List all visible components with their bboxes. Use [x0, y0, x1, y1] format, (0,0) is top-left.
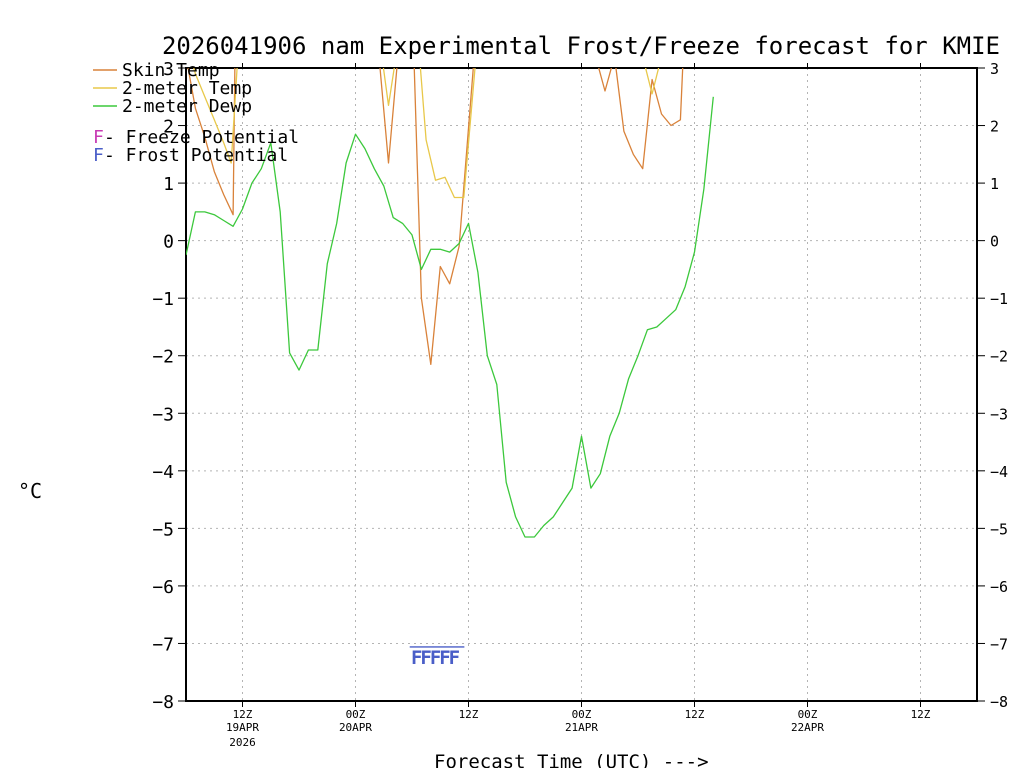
potential-legend-letter: F — [93, 127, 104, 148]
y-axis-ticks: −8 −8 −7 −7 −6 −6 −5 −5 −4 −4 −3 −3 −2 −2 −1 −1 0 0 1 1 2 2 3 3 — [152, 59, 1008, 713]
y-tick-label-right: 0 — [990, 233, 999, 251]
y-tick-label-left: 3 — [163, 59, 174, 80]
x-tick-time: 12Z — [911, 708, 931, 721]
grid-lines — [186, 68, 977, 701]
y-tick-label-right: −6 — [990, 578, 1008, 596]
x-tick-time: 12Z — [459, 708, 479, 721]
x-tick-time: 12Z — [233, 708, 253, 721]
y-tick-label-right: −5 — [990, 520, 1008, 538]
y-tick-label-left: −8 — [152, 692, 174, 713]
x-tick-date: 19APR — [226, 721, 259, 734]
series-line-2-meter-temp — [193, 68, 660, 199]
y-tick-label-left: −3 — [152, 404, 174, 425]
series-line-2-meter-dewp — [186, 96, 714, 538]
potential-legend-label: - Freeze Potential — [104, 127, 299, 148]
frost-flag: F — [439, 647, 450, 669]
y-tick-label-left: −2 — [152, 347, 174, 368]
potential-legend-letter: F — [93, 145, 104, 166]
frost-flag: F — [449, 647, 460, 669]
y-tick-label-left: −1 — [152, 289, 174, 310]
x-tick-date: 21APR — [565, 721, 598, 734]
y-tick-label-right: −7 — [990, 635, 1008, 653]
legend-label: 2-meter Temp — [122, 78, 252, 99]
frost-flag: F — [420, 647, 431, 669]
series-lines — [186, 68, 714, 538]
y-tick-label-left: −7 — [152, 634, 174, 655]
x-tick-time: 12Z — [685, 708, 705, 721]
y-tick-label-left: −6 — [152, 577, 174, 598]
y-tick-label-left: 2 — [163, 117, 174, 138]
legend-label: 2-meter Dewp — [122, 96, 252, 117]
y-tick-label-left: 1 — [163, 174, 174, 195]
frost-flag: F — [411, 647, 422, 669]
y-tick-label-left: 0 — [163, 232, 174, 253]
y-tick-label-left: −4 — [152, 462, 174, 483]
y-tick-label-right: 1 — [990, 175, 999, 193]
x-tick-time: 00Z — [572, 708, 592, 721]
y-axis-label: °C — [18, 479, 42, 503]
y-tick-label-right: −4 — [990, 463, 1008, 481]
legend-label: Skin Temp — [122, 60, 220, 81]
series-line-skin-temp — [187, 68, 684, 366]
y-tick-label-right: 2 — [990, 118, 999, 136]
potential-legend-label: - Frost Potential — [104, 145, 288, 166]
y-tick-label-right: −8 — [990, 693, 1008, 711]
y-tick-label-right: 3 — [990, 60, 999, 78]
y-tick-label-right: −1 — [990, 290, 1008, 308]
x-tick-date: 20APR — [339, 721, 372, 734]
y-tick-label-right: −2 — [990, 348, 1008, 366]
x-tick-date: 22APR — [791, 721, 824, 734]
x-axis-label: Forecast Time (UTC) ---> — [434, 751, 709, 768]
chart-title: 2026041906 nam Experimental Frost/Freeze… — [162, 32, 1000, 60]
y-tick-label-right: −3 — [990, 405, 1008, 423]
x-tick-time: 00Z — [346, 708, 366, 721]
x-tick-year: 2026 — [229, 736, 256, 749]
frost-flag: F — [430, 647, 441, 669]
plot-frame — [185, 67, 978, 702]
y-tick-label-left: −5 — [152, 519, 174, 540]
x-tick-time: 00Z — [798, 708, 818, 721]
